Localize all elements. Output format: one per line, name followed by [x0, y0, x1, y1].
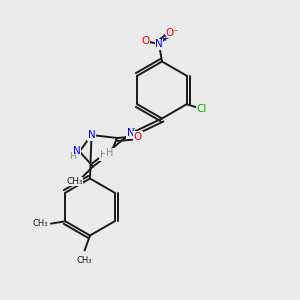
- Text: O: O: [141, 36, 150, 46]
- Text: H: H: [106, 148, 113, 158]
- Text: O⁻: O⁻: [165, 28, 179, 38]
- Text: N: N: [88, 130, 95, 140]
- Text: CH₃: CH₃: [32, 219, 48, 228]
- Text: +: +: [161, 34, 168, 43]
- Text: CH₃: CH₃: [66, 177, 83, 186]
- Text: N: N: [127, 128, 134, 139]
- Text: H: H: [100, 150, 107, 161]
- Text: N: N: [155, 39, 163, 49]
- Text: CH₃: CH₃: [77, 256, 92, 265]
- Text: N: N: [73, 146, 80, 157]
- Text: O: O: [134, 131, 142, 142]
- Text: H: H: [70, 152, 76, 161]
- Text: Cl: Cl: [196, 104, 207, 114]
